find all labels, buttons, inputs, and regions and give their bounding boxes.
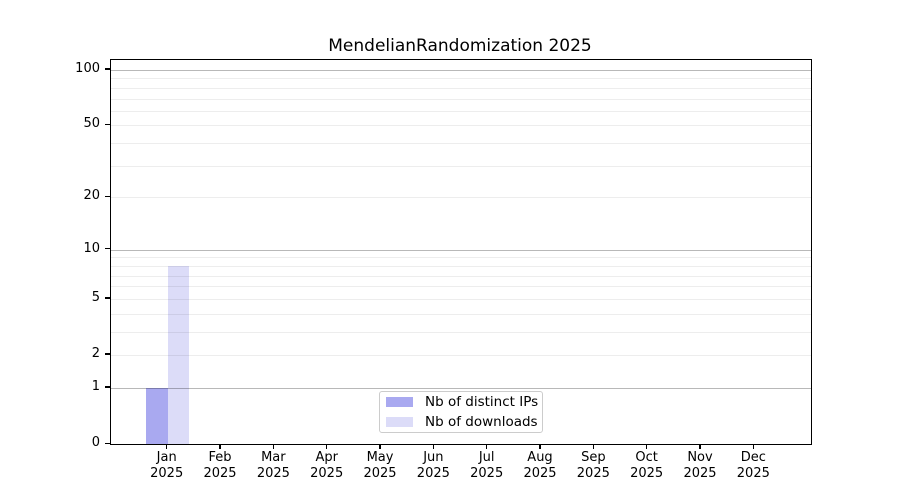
x-tick-mark-jul [486,444,488,449]
x-tick-mark-sep [592,444,595,449]
y-tick-mark-5 [105,297,110,299]
bar-jan-downloads [167,265,190,444]
x-tick-mark-nov [699,444,701,449]
legend: Nb of distinct IPs Nb of downloads [379,391,543,433]
x-tick-label-sep: Sep 2025 [576,450,610,481]
x-tick-mark-mar [272,444,275,449]
y-tick-mark-0 [105,442,110,444]
y-tick-label-0: 0 [91,435,100,450]
gridline-40 [111,143,811,145]
plot-area [110,59,812,445]
x-tick-label-oct: Oct 2025 [630,450,664,481]
x-tick-mark-oct [646,444,648,449]
y-tick-label-5: 5 [91,289,100,305]
x-tick-label-aug: Aug 2025 [523,450,557,481]
gridline-100 [111,70,811,71]
gridline-1 [111,387,811,389]
y-tick-mark-100 [105,68,110,70]
legend-row-downloads: Nb of downloads [386,414,542,430]
distinct-ips-label: Nb of distinct IPs [425,394,539,410]
gridline-50 [111,125,811,127]
x-tick-label-jan: Jan 2025 [150,450,184,481]
gridline-60 [111,110,811,112]
x-tick-label-jun: Jun 2025 [416,450,450,481]
y-tick-label-50: 50 [83,116,100,132]
downloads-label: Nb of downloads [425,414,538,430]
gridline-70 [111,98,811,100]
gridline-80 [111,87,811,89]
gridline-9 [111,257,811,259]
x-tick-mark-may [379,444,381,449]
distinct-ips-swatch [386,397,413,407]
y-tick-label-10: 10 [83,240,100,256]
y-tick-mark-2 [105,353,110,355]
x-tick-label-feb: Feb 2025 [203,450,237,481]
gridline-6 [111,286,811,288]
x-tick-mark-apr [326,444,328,449]
chart-title: MendelianRandomization 2025 [328,36,592,56]
x-tick-mark-dec [752,444,755,449]
x-tick-mark-aug [539,444,541,449]
bar-jan-distinct-ips [146,387,168,444]
gridline-5 [111,298,811,300]
gridline-20 [111,197,811,199]
gridline-8 [111,265,811,267]
legend-row-distinct-ips: Nb of distinct IPs [386,394,542,410]
x-tick-mark-jun [432,444,435,449]
downloads-swatch [386,417,413,427]
x-tick-label-apr: Apr 2025 [310,450,344,481]
x-tick-mark-feb [219,444,221,449]
y-tick-label-1: 1 [91,378,100,394]
gridline-10 [111,249,811,251]
gridline-90 [111,78,811,80]
y-tick-label-100: 100 [75,60,100,76]
y-tick-mark-1 [105,386,110,388]
gridline-3 [111,331,811,333]
y-tick-mark-50 [105,123,110,126]
x-tick-label-jul: Jul 2025 [470,450,504,481]
x-tick-label-dec: Dec 2025 [736,450,770,481]
y-tick-mark-20 [105,195,110,198]
gridline-30 [111,165,811,167]
x-tick-label-may: May 2025 [363,450,397,481]
x-tick-label-mar: Mar 2025 [256,450,290,481]
y-tick-label-2: 2 [91,345,100,361]
y-tick-mark-10 [105,248,110,250]
x-tick-mark-jan [166,444,168,449]
gridline-2 [111,355,811,356]
gridline-7 [111,275,811,277]
y-tick-label-20: 20 [83,188,100,204]
x-tick-label-nov: Nov 2025 [683,450,717,481]
gridline-4 [111,313,811,315]
